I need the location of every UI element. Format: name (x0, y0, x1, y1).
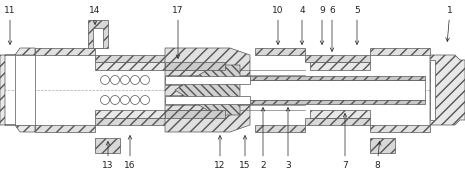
Circle shape (100, 96, 109, 105)
Polygon shape (165, 48, 250, 132)
Circle shape (360, 81, 368, 89)
Text: 2: 2 (260, 108, 266, 170)
Bar (88, 20, 108, 48)
Polygon shape (225, 100, 425, 104)
Polygon shape (310, 62, 370, 70)
Text: 5: 5 (354, 6, 360, 44)
Circle shape (367, 81, 375, 89)
Bar (15, 55, 35, 125)
Polygon shape (255, 125, 305, 132)
Polygon shape (225, 76, 425, 80)
Text: 11: 11 (4, 6, 16, 44)
Bar (165, 76, 250, 84)
Circle shape (339, 81, 347, 89)
Text: 3: 3 (285, 108, 291, 170)
Polygon shape (430, 55, 465, 125)
Polygon shape (310, 110, 370, 118)
Text: 7: 7 (342, 114, 348, 170)
Circle shape (353, 81, 361, 89)
Polygon shape (370, 125, 430, 132)
Circle shape (346, 91, 354, 99)
Text: 8: 8 (374, 141, 381, 170)
Bar (370, 138, 395, 153)
Circle shape (353, 91, 361, 99)
Polygon shape (370, 48, 430, 55)
Polygon shape (95, 110, 165, 118)
Text: 15: 15 (239, 136, 251, 170)
Polygon shape (95, 55, 165, 62)
Circle shape (140, 96, 150, 105)
Text: 4: 4 (299, 6, 305, 44)
Text: 13: 13 (102, 141, 114, 170)
Circle shape (120, 96, 129, 105)
Polygon shape (35, 125, 95, 132)
Circle shape (339, 91, 347, 99)
Text: 16: 16 (124, 136, 136, 170)
Bar (165, 110, 225, 118)
Text: 1: 1 (446, 6, 453, 41)
Bar (93, 28, 103, 48)
Text: 12: 12 (214, 136, 226, 170)
Circle shape (346, 81, 354, 89)
Circle shape (360, 91, 368, 99)
Circle shape (131, 75, 140, 84)
Polygon shape (175, 65, 240, 115)
Polygon shape (0, 48, 35, 132)
Circle shape (374, 81, 382, 89)
Polygon shape (95, 62, 165, 70)
Text: 14: 14 (89, 6, 101, 24)
Bar (95, 138, 120, 153)
Circle shape (111, 96, 120, 105)
Bar (165, 62, 225, 70)
Bar (430, 60, 435, 120)
Circle shape (131, 96, 140, 105)
Text: 10: 10 (272, 6, 284, 44)
Bar (225, 80, 425, 100)
Text: 17: 17 (172, 6, 184, 59)
Polygon shape (255, 48, 305, 55)
Circle shape (367, 91, 375, 99)
Polygon shape (95, 118, 165, 125)
Circle shape (111, 75, 120, 84)
Polygon shape (35, 48, 95, 55)
Polygon shape (305, 118, 370, 125)
Text: 9: 9 (319, 6, 325, 44)
Circle shape (140, 75, 150, 84)
Polygon shape (305, 55, 370, 62)
Text: 6: 6 (329, 6, 335, 51)
Bar (165, 96, 250, 104)
Circle shape (120, 75, 129, 84)
Circle shape (374, 91, 382, 99)
Circle shape (100, 75, 109, 84)
